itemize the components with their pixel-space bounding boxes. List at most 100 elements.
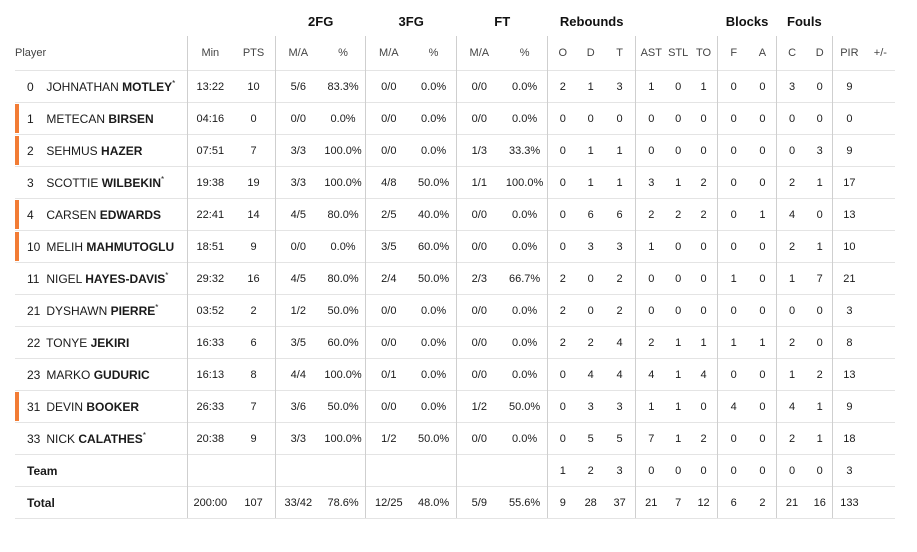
group-header-row: 2FG 3FG FT Rebounds Blocks Fouls [15,6,895,36]
col-stl[interactable]: STL [668,47,689,59]
col-reb-t[interactable]: T [616,47,623,59]
stat-cell: 0.0% [501,326,548,359]
player-cell[interactable]: 33 NICK CALATHES* [15,422,188,455]
player-number: 0 [27,80,34,94]
stat-cell: 2 [547,294,578,327]
table-row[interactable]: 3 SCOTTIE WILBEKIN* 19:38 19 3/3 100.0% 4/8 50… [15,166,895,199]
player-cell[interactable]: 10 MELIH MAHMUTOGLU [15,230,188,263]
stat-cell: 4/5 [274,262,321,295]
table-row[interactable]: 22 TONYE JEKIRI 16:33 6 3/5 60.0% 0/0 0.0% 0/0 0… [15,326,895,359]
stat-cell: 1 [749,198,777,231]
table-row[interactable]: 23 MARKO GUDURIC 16:13 8 4/4 100.0% 0/1 0.0% 0/… [15,358,895,391]
stat-cell: 4 [717,390,750,423]
stat-cell: 0 [717,454,750,487]
player-cell[interactable]: 1 METECAN BIRSEN [15,102,188,135]
player-last-name: PIERRE [110,304,156,318]
stat-cell: 2 [775,422,808,455]
stat-cell: 0 [232,102,276,135]
stat-cell: 2 [604,294,636,327]
col-plus-minus[interactable]: +/- [873,47,887,59]
stat-cell: 0 [547,102,578,135]
player-cell[interactable]: 11 NIGEL HAYES-DAVIS* [15,262,188,295]
col-fouls-c[interactable]: C [775,36,808,71]
box-score-table: 2FG 3FG FT Rebounds Blocks Fouls Player … [15,6,895,519]
table-row[interactable]: 0 JOHNATHAN MOTLEY* 13:22 10 5/6 83.3% 0/0 0.0… [15,70,895,103]
col-2fg-pct[interactable]: % [338,47,348,59]
table-row[interactable]: 21 DYSHAWN PIERRE* 03:52 2 1/2 50.0% 0/0 0.0% 0… [15,294,895,327]
stat-cell: 6 [604,198,636,231]
player-first-name: NICK [46,432,76,446]
col-ast[interactable]: AST [634,36,667,71]
player-cell[interactable]: 31 DEVIN BOOKER [15,390,188,423]
stat-cell: 0 [547,166,578,199]
stat-cell: 0.0% [501,230,548,263]
stat-cell: 0 [717,294,750,327]
stat-cell: 0 [577,262,605,295]
col-ft-ma[interactable]: M/A [455,36,502,71]
col-to[interactable]: TO [696,47,712,59]
player-cell[interactable]: 2 SEHMUS HAZER [15,134,188,167]
col-ft-pct[interactable]: % [519,47,530,59]
stat-cell: 78.6% [320,486,366,519]
column-header-row: Player Min PTS M/A % M/A % M/A % O D T A… [15,36,895,71]
stat-cell: 1 [634,390,667,423]
player-cell[interactable]: 3 SCOTTIE WILBEKIN* [15,166,188,199]
stat-cell: 9 [232,422,276,455]
player-number: 1 [27,112,34,126]
stat-cell [865,294,895,327]
stat-cell: 0 [547,198,578,231]
col-min[interactable]: Min [187,36,233,71]
stat-cell: 0.0% [501,198,548,231]
player-cell[interactable]: 23 MARKO GUDURIC [15,358,188,391]
stat-cell: 9 [547,486,578,519]
table-row[interactable]: 31 DEVIN BOOKER 26:33 7 3/6 50.0% 0/0 0.0% 1/2 5… [15,390,895,423]
col-3fg-ma[interactable]: M/A [365,36,412,71]
col-2fg-ma[interactable]: M/A [274,36,321,71]
player-cell[interactable]: 0 JOHNATHAN MOTLEY* [15,70,188,103]
player-number: 2 [27,144,34,158]
stat-cell: 0 [717,102,750,135]
player-cell[interactable]: 21 DYSHAWN PIERRE* [15,294,188,327]
stat-cell: 107 [232,486,276,519]
stat-cell: 0 [807,198,833,231]
stat-cell: 3 [604,230,636,263]
stat-cell: 19 [232,166,276,199]
stat-cell: 1 [749,326,777,359]
table-row[interactable]: 11 NIGEL HAYES-DAVIS* 29:32 16 4/5 80.0% 2/4 5… [15,262,895,295]
player-first-name: DEVIN [46,400,84,414]
col-3fg-pct[interactable]: % [428,47,439,59]
stat-cell: 7 [232,134,276,167]
stat-cell: 4/8 [365,166,412,199]
player-cell[interactable]: 4 CARSEN EDWARDS [15,198,188,231]
player-last-name: BOOKER [86,400,140,414]
stat-cell: 2 [689,198,718,231]
col-fouls-d[interactable]: D [815,47,824,59]
stat-cell: 0.0% [411,294,457,327]
col-reb-d[interactable]: D [586,47,595,59]
player-cell[interactable]: 22 TONYE JEKIRI [15,326,188,359]
table-row[interactable]: 1 METECAN BIRSEN 04:16 0 0/0 0.0% 0/0 0.0% 0/0 0… [15,102,895,135]
stat-cell [274,454,321,487]
col-blk-a[interactable]: A [758,47,767,59]
stat-cell: 0 [634,454,667,487]
stat-cell: 0 [634,262,667,295]
stat-cell: 12 [689,486,718,519]
stat-cell: 0 [749,102,777,135]
table-row[interactable]: 33 NICK CALATHES* 20:38 9 3/3 100.0% 1/2 50.0%… [15,422,895,455]
col-pts[interactable]: PTS [242,47,265,59]
stat-cell: 12/25 [365,486,412,519]
stat-cell: 16 [807,486,833,519]
stat-cell [187,454,233,487]
stat-cell: 2 [775,230,808,263]
stat-cell: 5 [604,422,636,455]
table-row[interactable]: 10 MELIH MAHMUTOGLU 18:51 9 0/0 0.0% 3/5 60.0%… [15,230,895,263]
col-player[interactable]: Player [15,47,47,59]
col-reb-o[interactable]: O [547,36,578,71]
table-row[interactable]: 2 SEHMUS HAZER 07:51 7 3/3 100.0% 0/0 0.0% 1/3 3… [15,134,895,167]
player-first-name: MELIH [46,240,84,254]
stat-cell: 100.0% [320,166,366,199]
table-row[interactable]: 4 CARSEN EDWARDS 22:41 14 4/5 80.0% 2/5 40.0% 0… [15,198,895,231]
col-pir[interactable]: PIR [832,36,866,71]
col-blk-f[interactable]: F [717,36,750,71]
stat-cell: 20:38 [187,422,233,455]
